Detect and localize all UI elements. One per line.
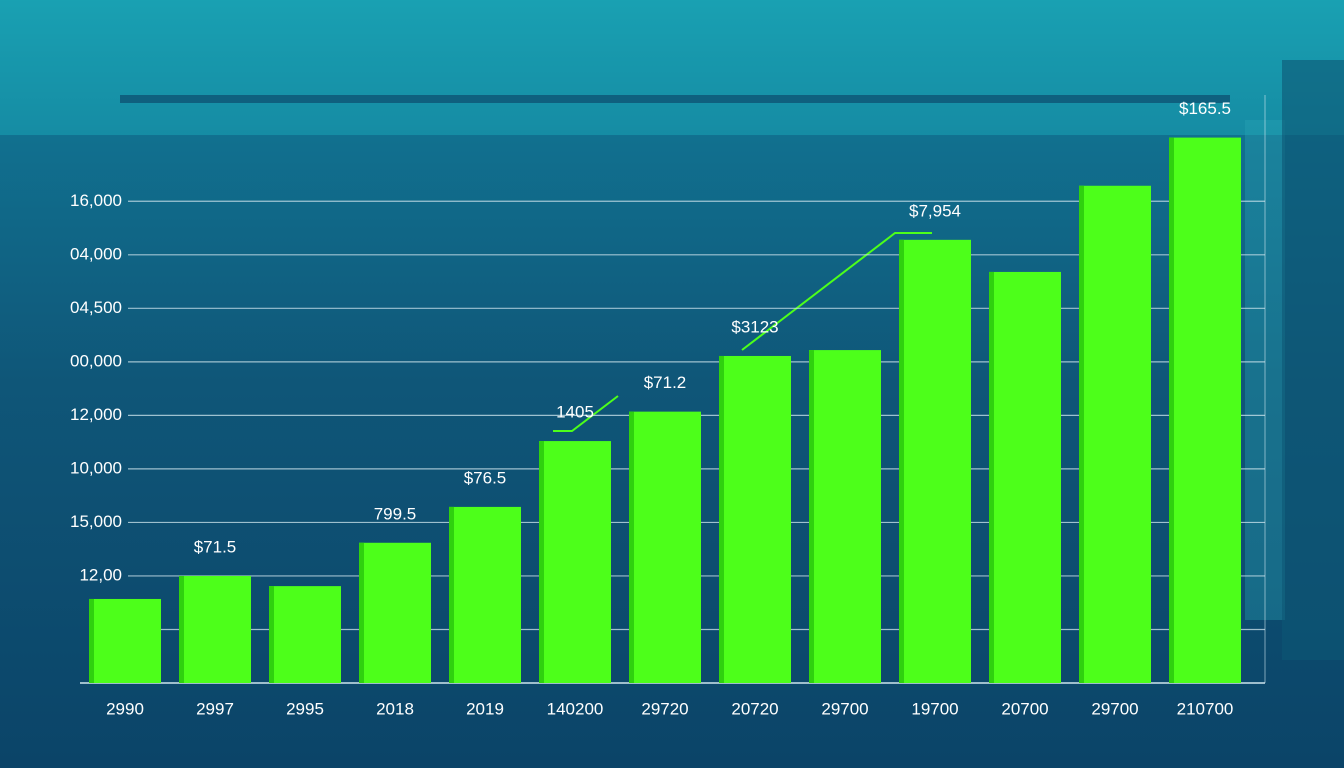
annotation: 799.5 bbox=[374, 504, 417, 523]
y-tick-label: 12,00 bbox=[79, 565, 122, 584]
bar bbox=[1169, 137, 1241, 683]
y-tick-label: 16,000 bbox=[70, 191, 122, 210]
bar-side bbox=[1079, 185, 1084, 684]
bar-side bbox=[449, 506, 454, 683]
annotation: $165.5 bbox=[1179, 99, 1231, 118]
bar bbox=[359, 542, 431, 683]
annotation: $76.5 bbox=[464, 468, 507, 487]
bar bbox=[899, 239, 971, 683]
bar-side bbox=[899, 239, 904, 683]
x-tick-label: 2018 bbox=[376, 699, 414, 718]
annotation: 1405 bbox=[556, 403, 594, 422]
x-tick-label: 2019 bbox=[466, 699, 504, 718]
bar bbox=[629, 411, 701, 683]
y-tick-label: 12,000 bbox=[70, 405, 122, 424]
annotation: $71.5 bbox=[194, 537, 237, 556]
x-tick-label: 2990 bbox=[106, 699, 144, 718]
bar bbox=[809, 350, 881, 683]
bar bbox=[719, 355, 791, 683]
bar-side bbox=[359, 542, 364, 683]
x-tick-label: 20720 bbox=[731, 699, 778, 718]
y-tick-label: 00,000 bbox=[70, 351, 122, 370]
x-tick-label: 29700 bbox=[1091, 699, 1138, 718]
bar bbox=[179, 575, 251, 683]
x-tick-label: 140200 bbox=[547, 699, 604, 718]
bar bbox=[1079, 185, 1151, 684]
bar-side bbox=[1169, 137, 1174, 683]
y-tick-label: 10,000 bbox=[70, 458, 122, 477]
connector bbox=[741, 232, 932, 351]
ceiling bbox=[0, 0, 1344, 135]
x-tick-label: 29720 bbox=[641, 699, 688, 718]
annotation: $71.2 bbox=[644, 373, 687, 392]
x-tick-label: 2997 bbox=[196, 699, 234, 718]
pillar bbox=[1282, 60, 1344, 660]
annotation: $3123 bbox=[731, 317, 778, 336]
bar-side bbox=[809, 350, 814, 683]
connector bbox=[553, 395, 619, 432]
bar bbox=[989, 271, 1061, 683]
y-tick-label: 04,000 bbox=[70, 244, 122, 263]
x-tick-label: 210700 bbox=[1177, 699, 1234, 718]
bar-side bbox=[539, 441, 544, 683]
ceiling-beam bbox=[120, 95, 1230, 103]
y-tick-label: 15,000 bbox=[70, 512, 122, 531]
x-tick-label: 20700 bbox=[1001, 699, 1048, 718]
bar-side bbox=[89, 598, 94, 683]
bar-side bbox=[179, 575, 184, 683]
x-tick-label: 19700 bbox=[911, 699, 958, 718]
bar-side bbox=[989, 271, 994, 683]
bar-side bbox=[269, 586, 274, 683]
bar-side bbox=[629, 411, 634, 683]
bar bbox=[89, 598, 161, 683]
annotation: $7,954 bbox=[909, 201, 961, 220]
x-tick-label: 29700 bbox=[821, 699, 868, 718]
x-tick-label: 2995 bbox=[286, 699, 324, 718]
y-tick-label: 04,500 bbox=[70, 298, 122, 317]
bar bbox=[449, 506, 521, 683]
bar bbox=[539, 441, 611, 683]
bar-side bbox=[719, 355, 724, 683]
bar bbox=[269, 586, 341, 683]
